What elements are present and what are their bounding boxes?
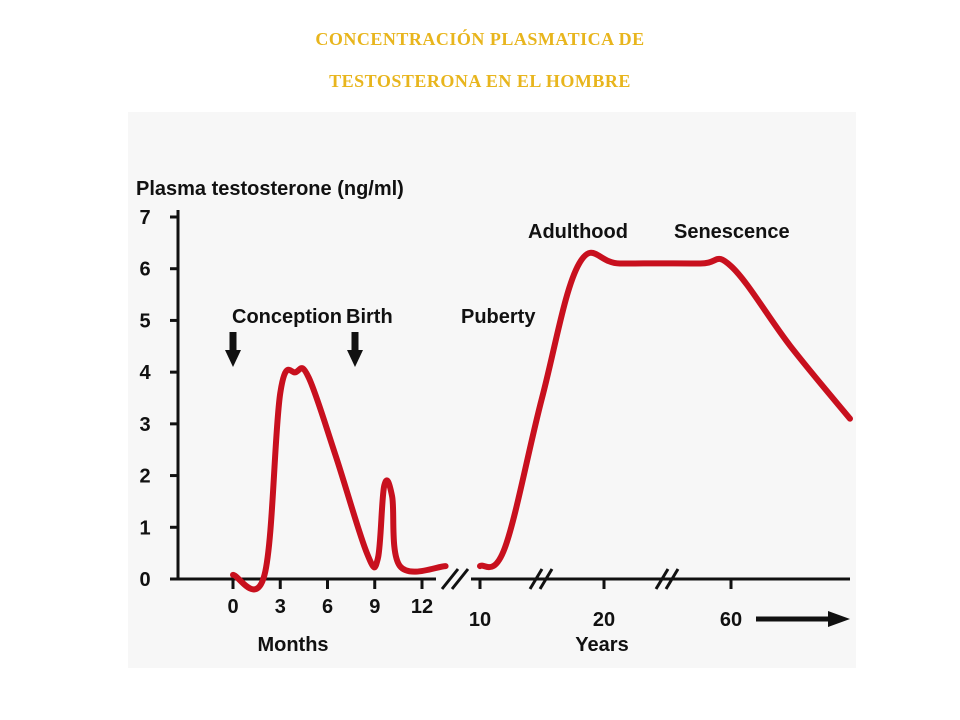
- conception-arrow-icon: [225, 332, 241, 367]
- x-tick-label: 20: [593, 609, 615, 631]
- series-line-years: [477, 249, 853, 571]
- axis-break-icon: [654, 568, 680, 590]
- y-tick-label: 2: [139, 466, 150, 488]
- x-axis-ticks: 0 3 6 9 12 10 20 60: [227, 579, 742, 631]
- x-tick-label: 60: [720, 609, 742, 631]
- time-forward-arrow-icon: [756, 611, 850, 627]
- annotation-senescence: Senescence: [674, 221, 790, 243]
- x-tick-label: 6: [322, 596, 333, 618]
- series-line-months: [230, 365, 449, 593]
- slide-title-line-1: CONCENTRACIÓN PLASMATICA DE: [315, 29, 645, 49]
- y-tick-label: 6: [139, 259, 150, 281]
- x-tick-label: 9: [369, 596, 380, 618]
- birth-arrow-icon: [347, 332, 363, 367]
- x-tick-label: 0: [227, 596, 238, 618]
- chart-background: [128, 112, 856, 668]
- y-tick-label: 5: [139, 310, 150, 332]
- y-axis-label: Plasma testosterone (ng/ml): [136, 178, 404, 200]
- y-axis-ticks: 0 1 2 3 4 5 6 7: [139, 207, 178, 591]
- y-tick-label: 1: [139, 517, 150, 539]
- x-axis-label-years: Years: [575, 634, 628, 656]
- annotation-puberty: Puberty: [461, 306, 536, 328]
- x-tick-label: 10: [469, 609, 491, 631]
- x-axis-label-months: Months: [257, 634, 328, 656]
- y-tick-label: 4: [139, 362, 151, 384]
- annotation-adulthood: Adulthood: [528, 221, 628, 243]
- axis-break-icon: [528, 568, 554, 590]
- y-tick-label: 0: [139, 569, 150, 591]
- x-tick-label: 12: [411, 596, 433, 618]
- annotation-birth: Birth: [346, 306, 393, 328]
- annotation-conception: Conception: [232, 306, 342, 328]
- x-tick-label: 3: [275, 596, 286, 618]
- slide-title-line-2: TESTOSTERONA EN EL HOMBRE: [329, 71, 631, 91]
- y-tick-label: 3: [139, 414, 150, 436]
- y-tick-label: 7: [139, 207, 150, 229]
